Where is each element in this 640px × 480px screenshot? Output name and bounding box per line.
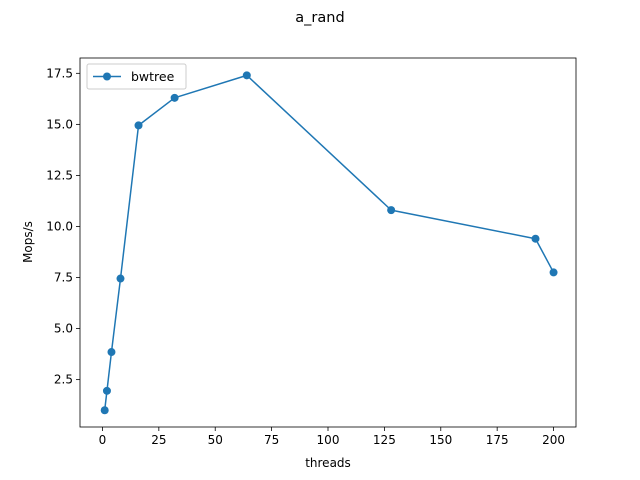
x-tick-label: 0 (99, 433, 107, 447)
x-tick-label: 75 (264, 433, 279, 447)
y-tick-label: 7.5 (54, 271, 73, 285)
x-tick-label: 150 (429, 433, 452, 447)
legend-marker-bwtree (103, 72, 111, 81)
series-line-bwtree (103, 74, 555, 411)
x-tick-label: 125 (373, 433, 396, 447)
y-tick-label: 2.5 (54, 373, 73, 387)
data-point (100, 406, 109, 415)
x-tick-label: 50 (208, 433, 223, 447)
legend-label-bwtree: bwtree (131, 69, 175, 84)
data-point (549, 268, 558, 277)
y-tick-label: 17.5 (46, 66, 73, 80)
x-axis-ticks: 0 25 50 75 100 125 150 175 200 (99, 427, 565, 447)
x-tick-label: 25 (151, 433, 166, 447)
data-point (387, 206, 396, 215)
data-point (107, 348, 116, 357)
legend: bwtree (86, 63, 187, 90)
x-tick-label: 200 (542, 433, 565, 447)
x-tick-label: 175 (486, 433, 509, 447)
data-point (170, 93, 179, 102)
x-tick-label: 100 (317, 433, 340, 447)
data-point (134, 121, 143, 130)
data-point (531, 234, 540, 243)
data-point (102, 386, 111, 395)
y-tick-label: 12.5 (46, 168, 73, 182)
data-point (116, 274, 125, 283)
x-axis-label: threads (305, 456, 351, 470)
y-axis-label: Mops/s (21, 221, 35, 263)
y-tick-label: 10.0 (46, 219, 73, 233)
data-point (242, 71, 251, 80)
legend-box (86, 63, 187, 90)
y-tick-label: 5.0 (54, 322, 73, 336)
chart-title: a_rand (295, 10, 344, 26)
y-axis-ticks: 2.5 5.0 7.5 10.0 12.5 15.0 17.5 (46, 66, 80, 387)
series-layer (100, 71, 558, 415)
y-tick-label: 15.0 (46, 117, 73, 131)
